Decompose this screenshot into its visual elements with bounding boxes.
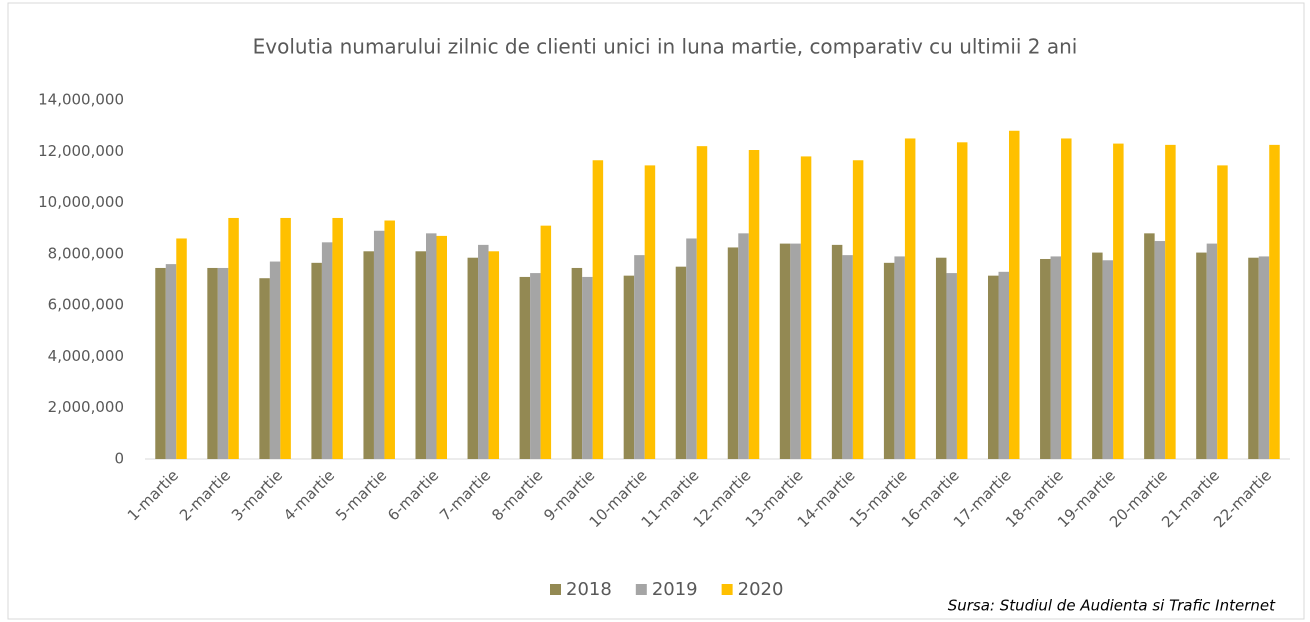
bar	[373, 230, 385, 459]
bar	[1040, 258, 1051, 459]
bar	[1217, 165, 1228, 459]
bar	[1102, 260, 1114, 459]
bar	[1050, 256, 1062, 459]
bar	[727, 247, 739, 459]
bar	[571, 267, 583, 459]
bar	[779, 243, 791, 459]
bar	[540, 225, 552, 459]
bar	[988, 275, 999, 459]
bar	[696, 146, 708, 459]
legend-swatch	[550, 584, 561, 595]
bar	[259, 278, 270, 459]
y-tick-label: 0	[114, 450, 124, 468]
y-tick-label: 2,000,000	[48, 398, 124, 416]
y-tick-label: 14,000,000	[38, 91, 124, 109]
bar	[436, 235, 447, 459]
bar	[280, 217, 291, 459]
y-tick-label: 12,000,000	[38, 142, 124, 160]
legend-swatch	[721, 584, 733, 595]
legend-label: 2018	[566, 579, 612, 600]
bar	[415, 251, 426, 459]
bar	[738, 233, 749, 459]
bar	[1206, 243, 1218, 459]
y-tick-label: 6,000,000	[48, 296, 124, 314]
bar	[311, 262, 322, 459]
bar	[904, 138, 916, 459]
bar	[1113, 143, 1124, 460]
legend-label: 2020	[738, 579, 784, 600]
legend-label: 2019	[652, 579, 698, 600]
y-tick-label: 10,000,000	[38, 193, 124, 211]
bar	[1269, 144, 1280, 459]
bar	[488, 251, 500, 459]
bar	[228, 217, 239, 459]
bar	[467, 257, 479, 459]
source-note: Sursa: Studiul de Audienta si Trafic Int…	[948, 597, 1276, 615]
y-tick-label: 8,000,000	[48, 244, 124, 262]
bar	[269, 261, 281, 459]
bar	[363, 251, 374, 459]
bar	[1165, 144, 1176, 459]
bar	[165, 264, 177, 459]
bar	[935, 257, 947, 459]
bar	[946, 273, 957, 459]
bar	[217, 267, 229, 459]
bar	[1061, 138, 1072, 459]
bar	[623, 275, 635, 459]
bar	[894, 256, 905, 459]
bar	[634, 255, 645, 459]
bar	[384, 220, 395, 459]
legend-swatch	[635, 584, 647, 595]
bar	[1154, 241, 1166, 459]
bar	[176, 238, 187, 459]
bar	[155, 267, 166, 459]
bar	[332, 217, 343, 459]
bar	[748, 150, 760, 459]
bar	[426, 233, 437, 459]
bar	[1009, 130, 1020, 459]
bar	[800, 156, 812, 459]
bar	[592, 160, 604, 459]
bar	[1258, 256, 1270, 459]
bar	[686, 238, 697, 459]
bar	[956, 142, 968, 459]
y-tick-label: 4,000,000	[48, 347, 124, 365]
bar	[1092, 252, 1103, 459]
bar	[831, 244, 843, 459]
bar	[1144, 233, 1155, 459]
bar	[644, 165, 656, 459]
bar	[519, 276, 531, 459]
bar	[1248, 257, 1259, 459]
bar	[675, 266, 687, 459]
chart-title: Evolutia numarului zilnic de clienti uni…	[253, 35, 1078, 59]
bar	[883, 262, 895, 459]
bar	[478, 244, 489, 459]
bar	[1196, 252, 1207, 459]
bar	[582, 276, 593, 459]
bar	[321, 242, 333, 459]
bar	[852, 160, 864, 459]
bar	[530, 273, 541, 459]
bar	[207, 267, 218, 459]
bar	[998, 271, 1009, 459]
bar	[790, 243, 801, 459]
bar	[842, 255, 853, 459]
